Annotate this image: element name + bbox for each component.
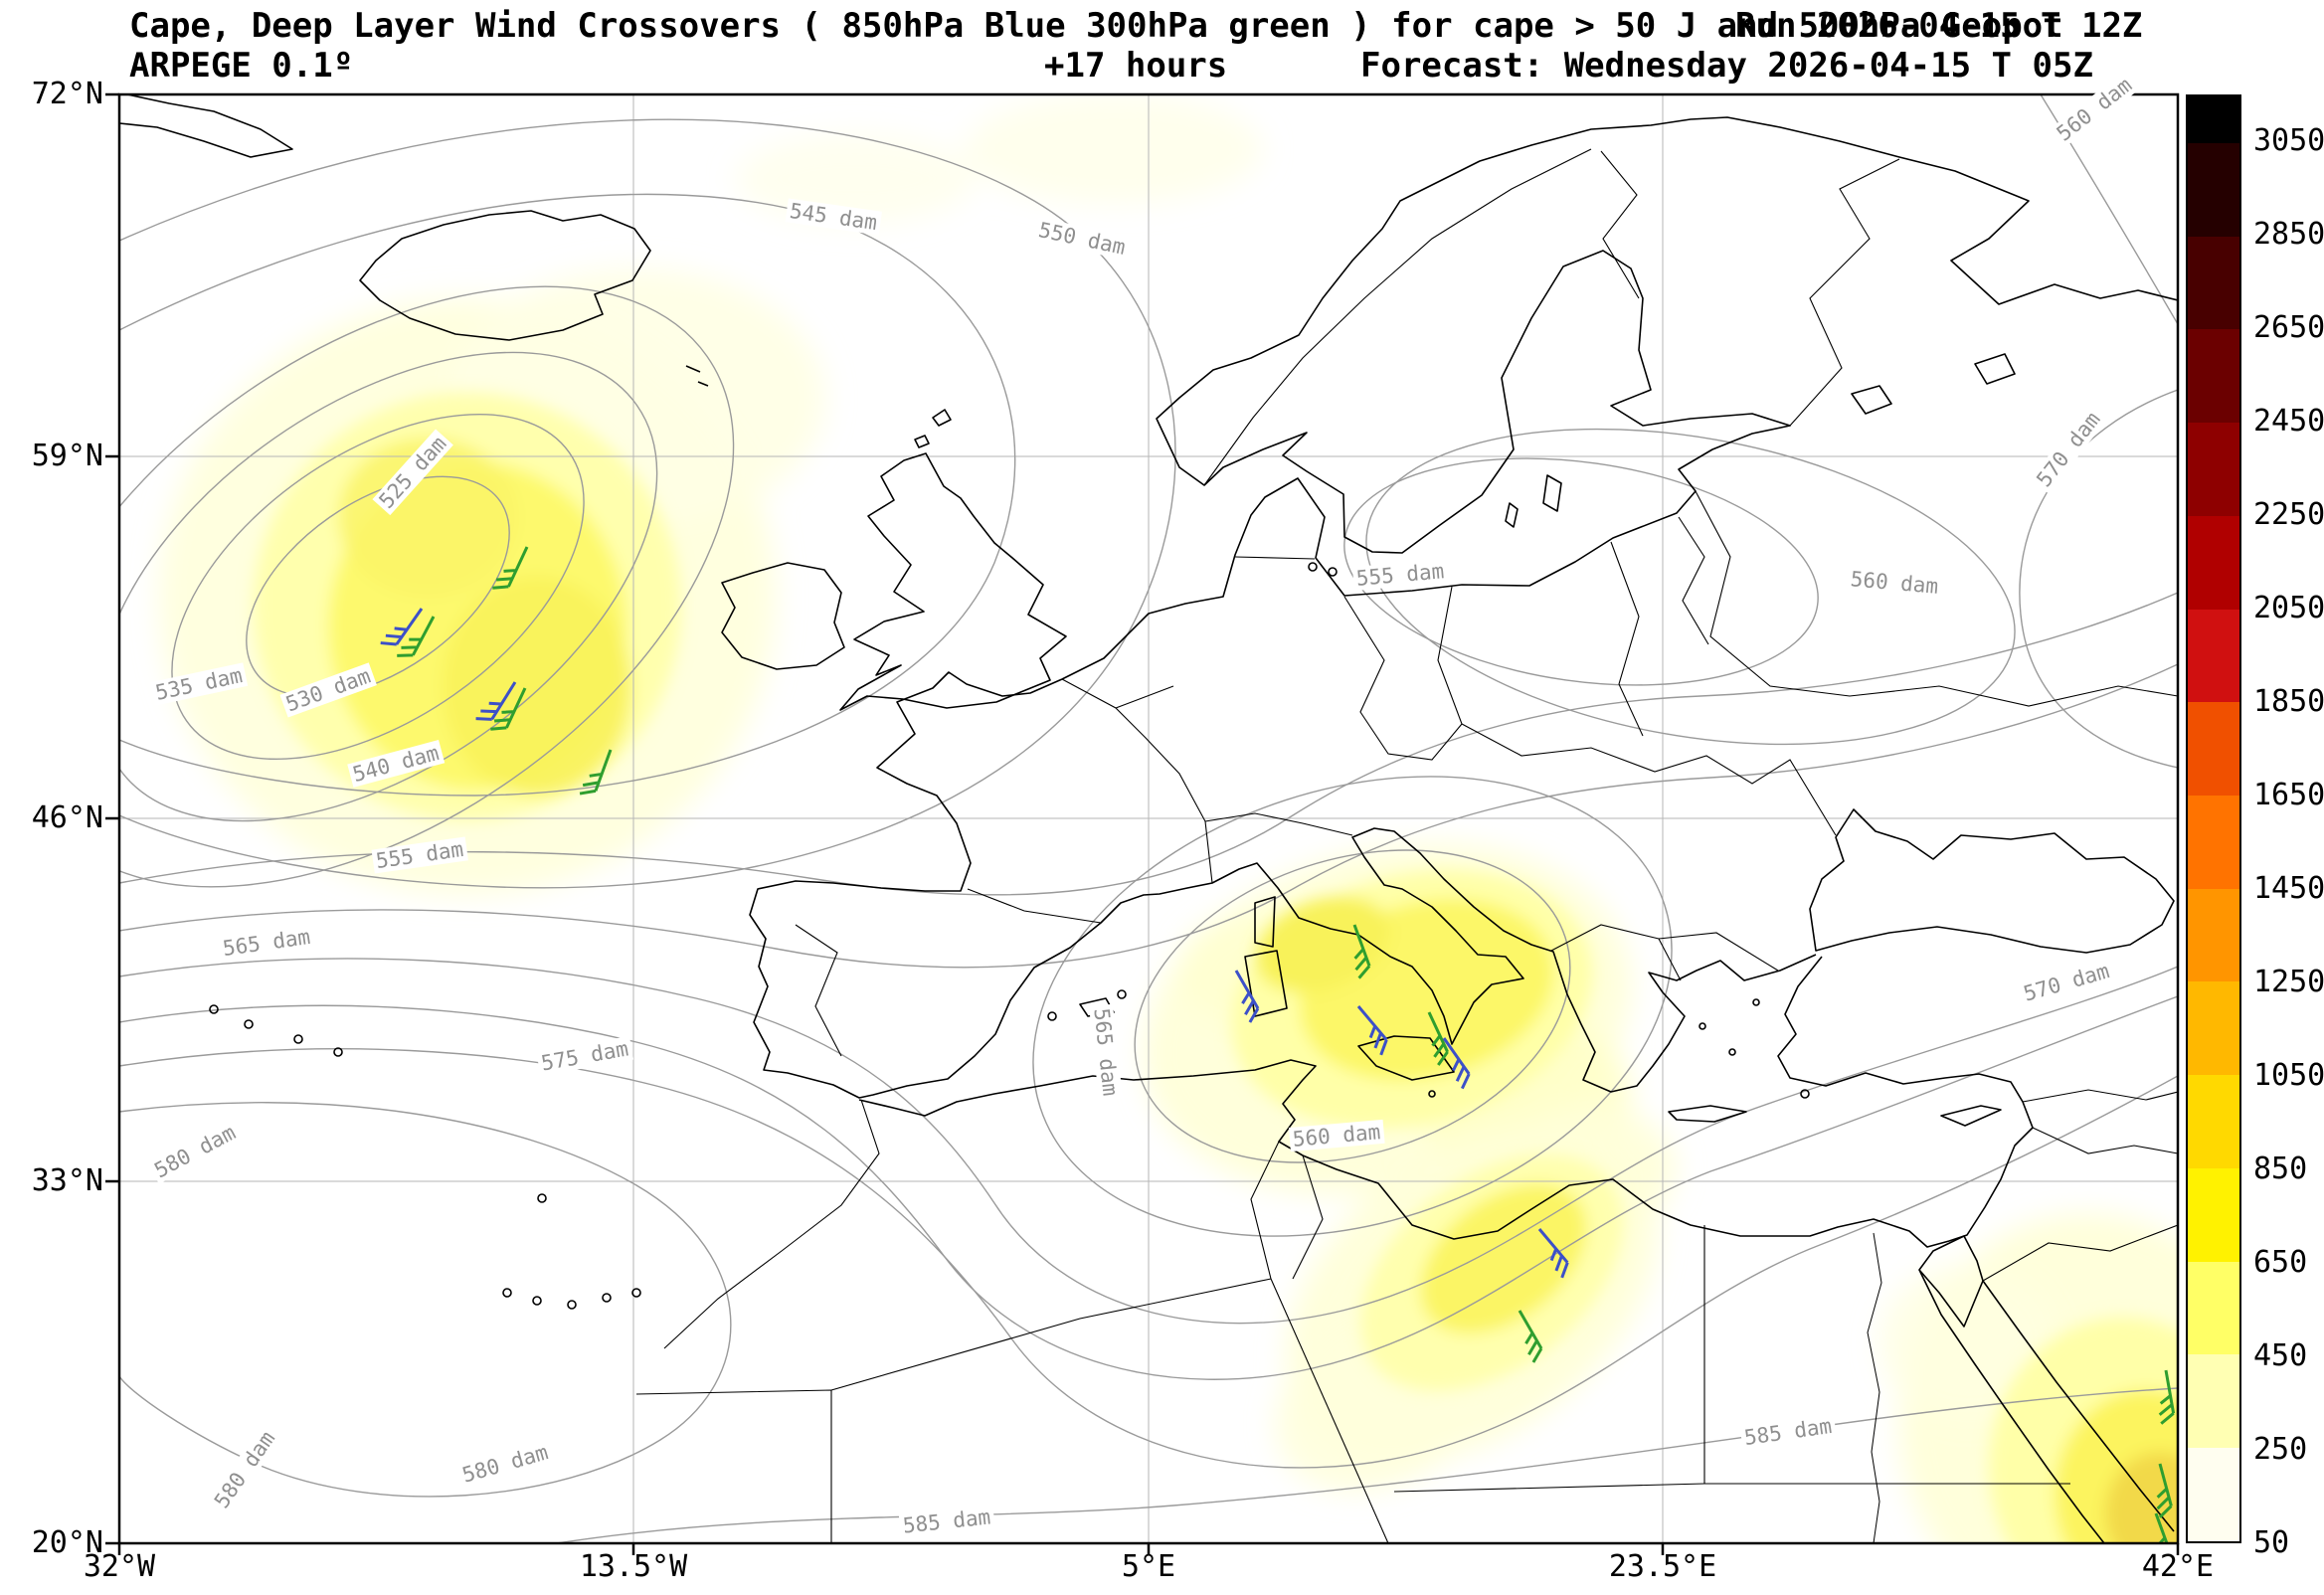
green-wind-barb-300hPa <box>2158 1369 2176 1425</box>
colorbar-segment <box>2188 1354 2239 1449</box>
lat-label-46n: 46°N <box>31 800 103 835</box>
colorbar-tick-label: 2250 <box>2253 497 2324 532</box>
cape-shading-layer <box>159 94 2178 1543</box>
colorbar-tick-label: 50 <box>2253 1525 2290 1560</box>
colorbar-tick-label: 2650 <box>2253 310 2324 345</box>
country-borders <box>635 148 2178 1543</box>
colorbar-segment <box>2188 1075 2239 1168</box>
lead-time-label: +17 hours <box>1044 46 1228 86</box>
blue-wind-barb-850hPa <box>1537 1228 1569 1279</box>
lon-label-32w: 32°W <box>83 1549 156 1584</box>
colorbar-segment <box>2188 423 2239 516</box>
axis-ticks <box>105 92 2180 1555</box>
colorbar-segment <box>2188 981 2239 1076</box>
green-wind-barb-300hPa <box>2156 1463 2173 1518</box>
blue-wind-barb-850hPa <box>475 681 517 721</box>
lat-label-72n: 72°N <box>31 77 103 111</box>
colorbar-tick-label: 250 <box>2253 1432 2308 1467</box>
colorbar-tick-label: 1450 <box>2253 871 2324 906</box>
green-wind-barb-300hPa <box>397 616 436 657</box>
cape-colorbar <box>2186 94 2241 1543</box>
colorbar-segment <box>2188 96 2239 143</box>
colorbar-tick-label: 1850 <box>2253 684 2324 719</box>
chart-title: Cape, Deep Layer Wind Crossovers ( 850hP… <box>129 6 2063 46</box>
colorbar-segment <box>2188 702 2239 797</box>
green-wind-barb-300hPa <box>492 546 529 590</box>
green-wind-barb-300hPa <box>1518 1310 1543 1363</box>
colorbar-tick-label: 3050 <box>2253 123 2324 158</box>
lat-label-59n: 59°N <box>31 439 103 473</box>
colorbar-segment <box>2188 515 2239 610</box>
green-wind-barb-300hPa <box>1427 1011 1449 1066</box>
lon-label-13-5w: 13.5°W <box>579 1549 688 1584</box>
colorbar-tick-label: 1650 <box>2253 778 2324 812</box>
colorbar-segment <box>2188 1167 2239 1262</box>
blue-wind-barb-850hPa <box>1442 1037 1471 1090</box>
colorbar-segment <box>2188 236 2239 330</box>
colorbar-segment <box>2188 796 2239 889</box>
blue-wind-barb-850hPa <box>1234 970 1260 1023</box>
lat-label-33n: 33°N <box>31 1163 103 1198</box>
lon-label-5e: 5°E <box>1121 1549 1176 1584</box>
green-wind-barb-300hPa <box>1352 924 1371 979</box>
colorbar-tick-label: 2050 <box>2253 591 2324 625</box>
colorbar-segment <box>2188 329 2239 424</box>
graticule <box>119 94 2178 1543</box>
lon-label-42e: 42°E <box>2141 1549 2215 1584</box>
colorbar-segment <box>2188 1261 2239 1355</box>
run-label: Run 2026-04-15 T 12Z <box>1735 6 2143 46</box>
colorbar-segment <box>2188 142 2239 237</box>
model-label: ARPEGE 0.1º <box>129 46 354 86</box>
colorbar-tick-label: 2850 <box>2253 217 2324 252</box>
blue-wind-barb-850hPa <box>380 608 424 646</box>
colorbar-segment <box>2188 1448 2239 1541</box>
green-wind-barb-300hPa <box>2154 1512 2173 1543</box>
colorbar-tick-label: 450 <box>2253 1338 2308 1373</box>
colorbar-tick-label: 2450 <box>2253 404 2324 439</box>
green-wind-barb-300hPa <box>490 687 527 731</box>
colorbar-segment <box>2188 609 2239 703</box>
forecast-label: Forecast: Wednesday 2026-04-15 T 05Z <box>1360 46 2093 86</box>
lon-label-23-5e: 23.5°E <box>1608 1549 1717 1584</box>
blue-wind-barb-850hPa <box>1356 1005 1388 1056</box>
lat-label-20n: 20°N <box>31 1525 103 1560</box>
colorbar-segment <box>2188 888 2239 982</box>
colorbar-tick-label: 1250 <box>2253 965 2324 999</box>
colorbar-tick-label: 1050 <box>2253 1058 2324 1093</box>
colorbar-tick-label: 650 <box>2253 1245 2308 1280</box>
colorbar-tick-label: 850 <box>2253 1152 2308 1186</box>
green-wind-barb-300hPa <box>579 749 613 796</box>
wind-barbs-layer <box>380 546 2176 1543</box>
